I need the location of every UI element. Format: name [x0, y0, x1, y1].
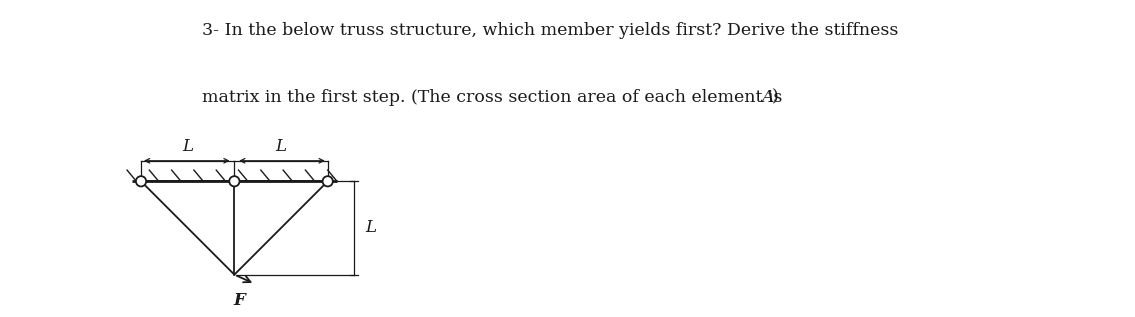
Text: L: L [276, 138, 286, 155]
Text: F: F [233, 292, 245, 309]
Text: A: A [762, 89, 774, 106]
Text: L: L [183, 138, 193, 155]
Text: matrix in the first step. (The cross section area of each element is: matrix in the first step. (The cross sec… [202, 89, 788, 106]
Text: L: L [365, 219, 376, 236]
Text: ): ) [772, 89, 779, 106]
Circle shape [322, 176, 333, 186]
Circle shape [229, 176, 239, 186]
Circle shape [136, 176, 146, 186]
Text: 3- In the below truss structure, which member yields first? Derive the stiffness: 3- In the below truss structure, which m… [202, 22, 899, 39]
